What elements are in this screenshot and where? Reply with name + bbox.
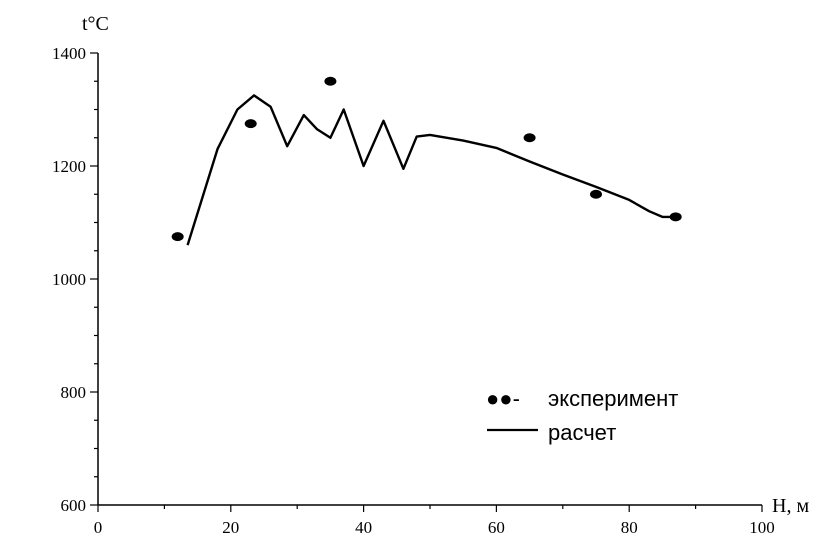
x-tick-label: 100 <box>749 518 775 537</box>
y-tick-label: 600 <box>61 496 87 515</box>
y-tick-label: 1200 <box>52 157 86 176</box>
series-layer <box>171 76 682 246</box>
series-line-calc <box>186 94 676 246</box>
legend-experiment-label: эксперимент <box>548 386 678 411</box>
x-axis-title: H, м <box>772 495 809 517</box>
x-tick-label: 40 <box>355 518 372 537</box>
legend-calc-label: расчет <box>548 420 616 445</box>
y-tick-label: 1400 <box>52 44 86 63</box>
data-point-experiment <box>324 76 337 86</box>
data-point-experiment <box>244 119 257 129</box>
legend-experiment-markers: ●●- <box>486 386 520 411</box>
x-tick-label: 60 <box>488 518 505 537</box>
legend: ●●- эксперимент расчет <box>486 386 678 445</box>
data-point-experiment <box>590 189 602 199</box>
data-point-experiment <box>523 133 536 143</box>
x-tick-label: 80 <box>621 518 638 537</box>
axes <box>97 53 762 506</box>
data-point-experiment <box>171 232 184 242</box>
y-tick-label: 800 <box>61 383 87 402</box>
y-ticks: 600 800 1000 1200 1400 <box>52 44 98 515</box>
y-tick-label: 1000 <box>52 270 86 289</box>
x-tick-label: 0 <box>94 518 103 537</box>
x-tick-label: 20 <box>222 518 239 537</box>
y-axis-title: t°C <box>82 13 109 35</box>
x-ticks: 0 20 40 60 80 100 <box>94 505 775 537</box>
